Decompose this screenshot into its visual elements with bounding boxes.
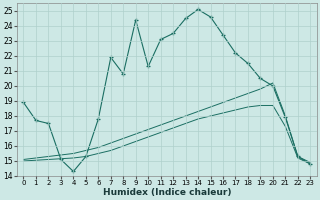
X-axis label: Humidex (Indice chaleur): Humidex (Indice chaleur)	[103, 188, 231, 197]
